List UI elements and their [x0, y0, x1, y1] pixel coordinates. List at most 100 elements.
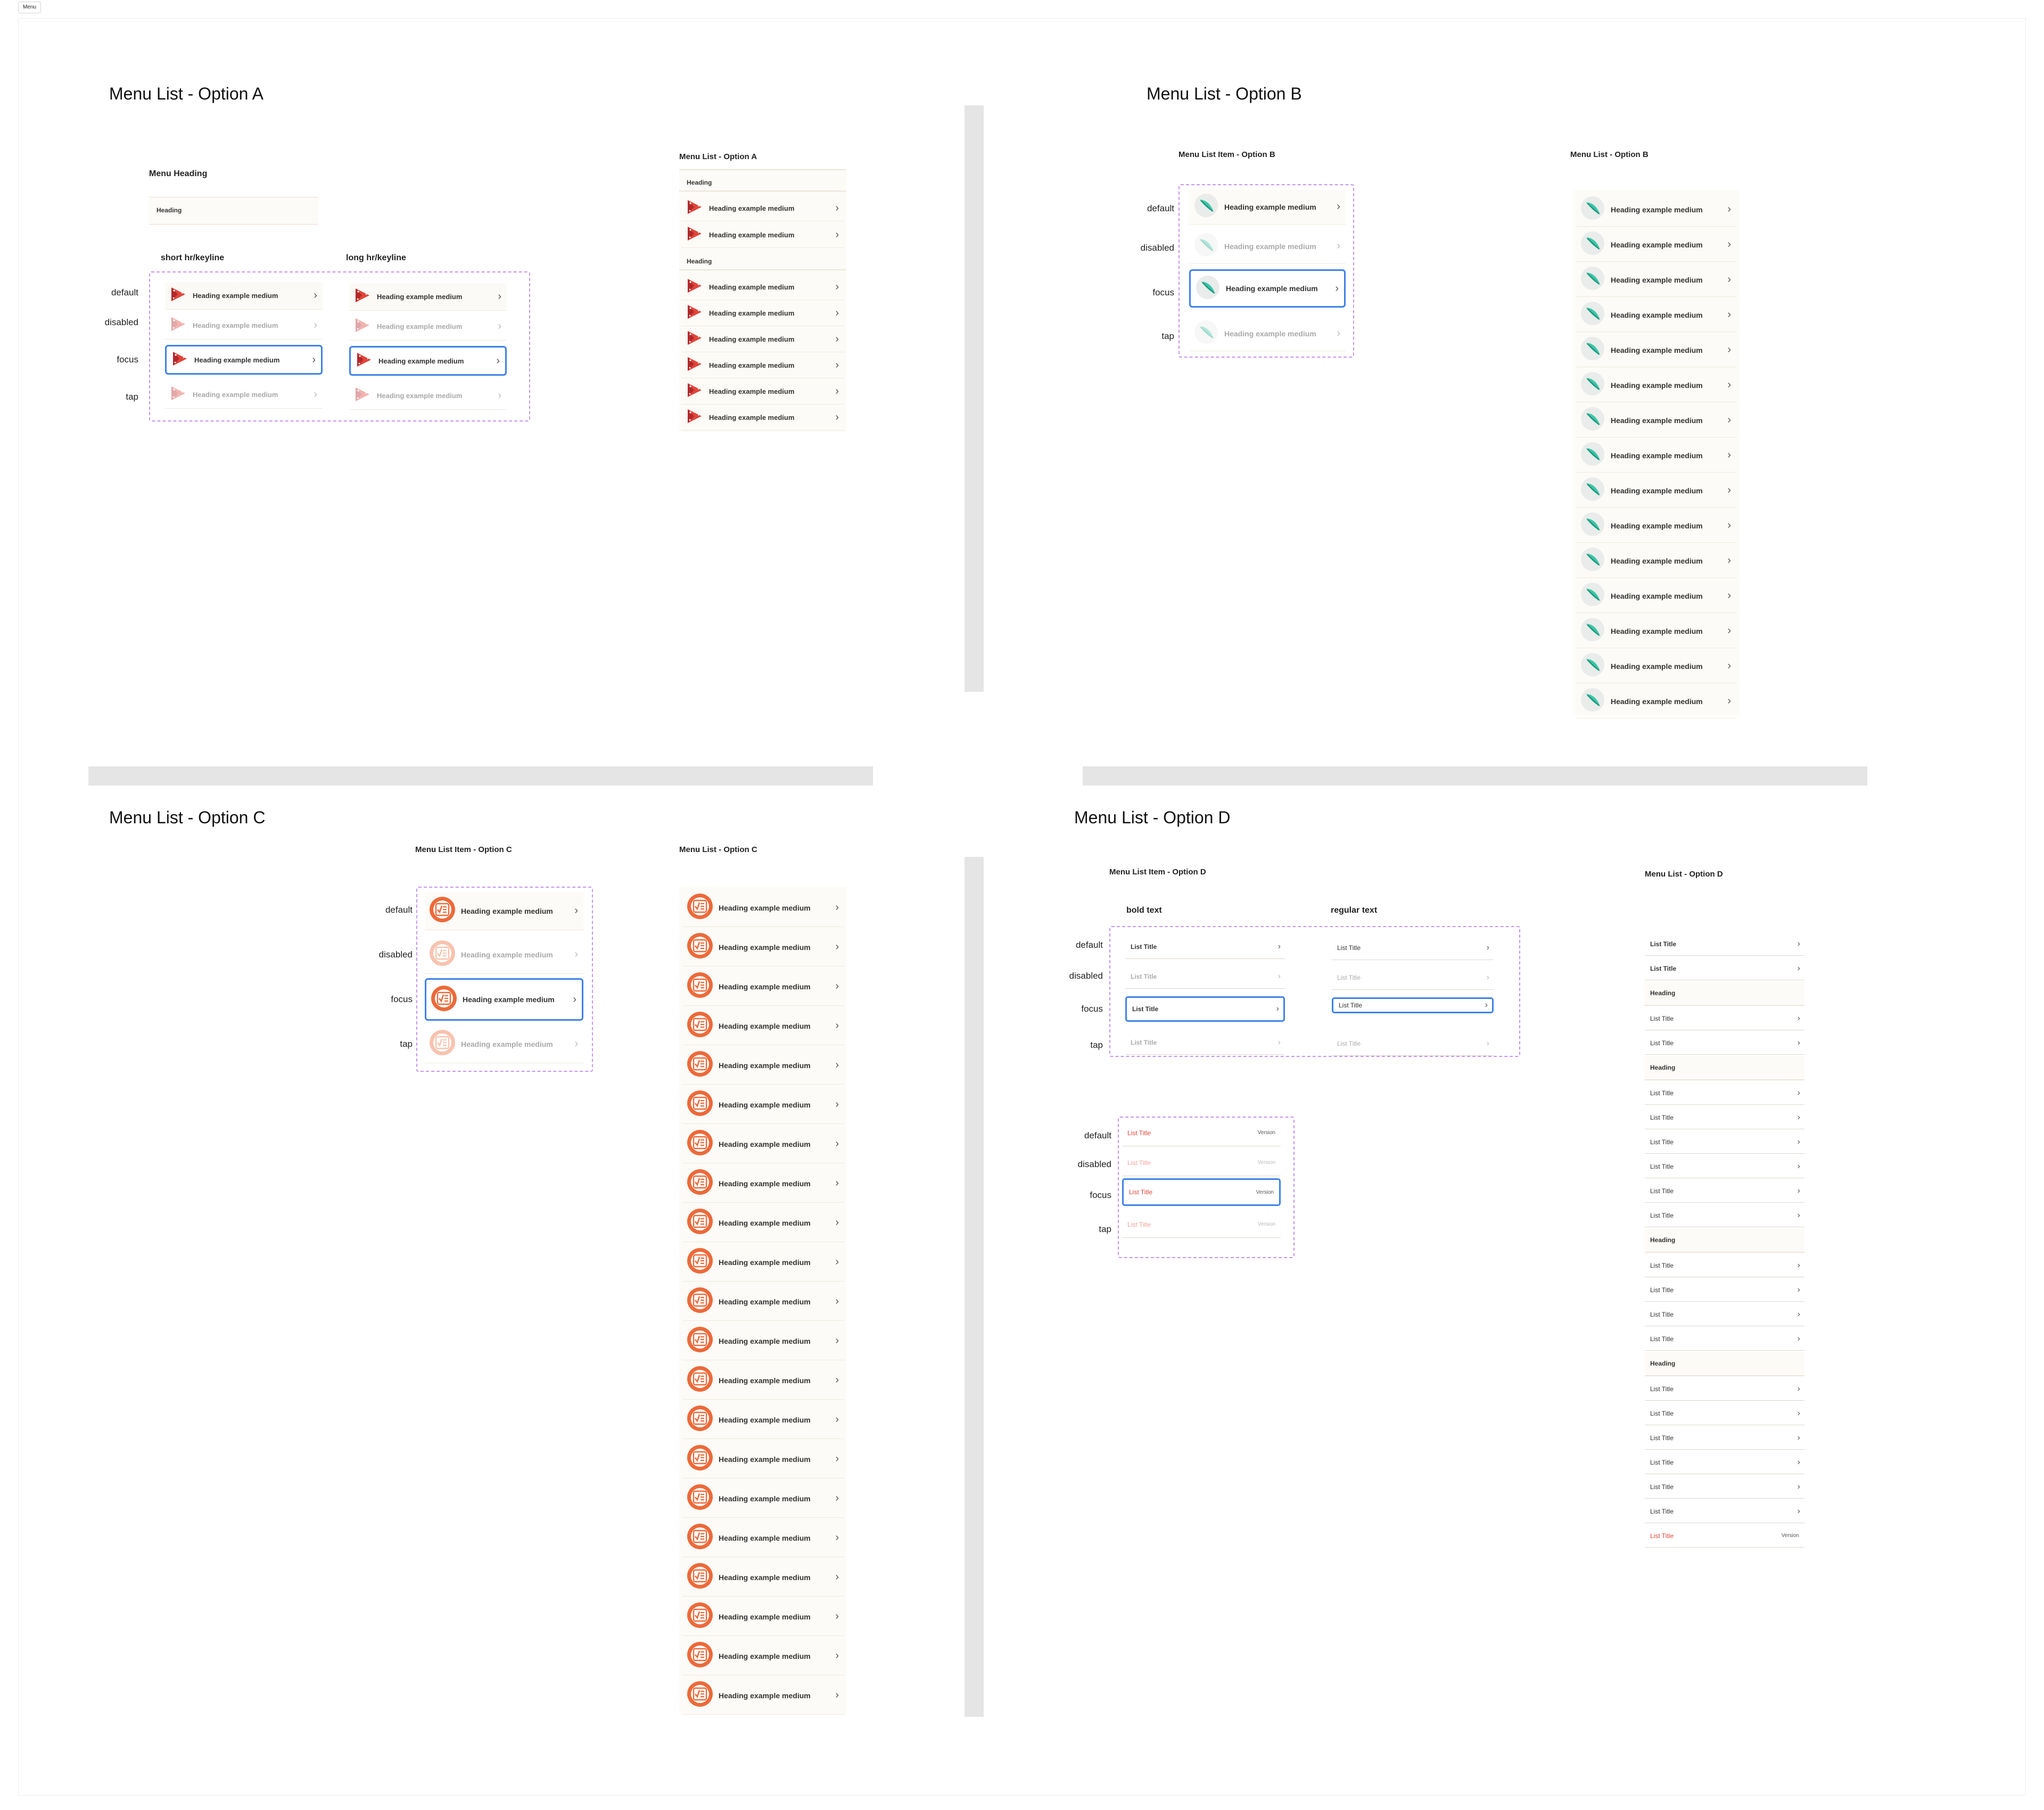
option-d-list-item[interactable]: List Title › [1645, 1451, 1804, 1474]
option-c-list-item[interactable]: Heading example medium › [682, 1125, 844, 1163]
option-b-list-item[interactable]: Heading example medium › [1576, 403, 1736, 437]
option-d-list-item[interactable]: List Title › [1645, 1106, 1804, 1129]
option-b-list-item[interactable]: Heading example medium › [1576, 544, 1736, 578]
option-b-list-item[interactable]: Heading example medium › [1576, 684, 1736, 718]
option-a-short-item-focus[interactable]: Heading example medium › [165, 345, 323, 375]
option-d-version-item-tap[interactable]: List Title Version [1122, 1211, 1281, 1238]
list-heading: Heading [687, 258, 712, 265]
option-c-list-item[interactable]: Heading example medium › [682, 1637, 844, 1675]
option-b-list-item[interactable]: Heading example medium › [1576, 298, 1736, 332]
option-d-regular-item-tap[interactable]: List Title › [1332, 1031, 1494, 1056]
option-d-version-item-focus[interactable]: List Title Version [1122, 1178, 1281, 1206]
option-b-item-default[interactable]: Heading example medium › [1189, 189, 1346, 225]
option-d-list-item[interactable]: List Title › [1645, 1402, 1804, 1425]
option-b-list-item[interactable]: Heading example medium › [1576, 263, 1736, 297]
option-c-list-item[interactable]: Heading example medium › [682, 889, 844, 927]
option-a-list-item[interactable]: Heading example medium › [681, 327, 844, 352]
option-d-list-item[interactable]: List Title › [1645, 1155, 1804, 1178]
item-label: Heading example medium [1611, 662, 1703, 671]
option-d-list-item[interactable]: List Title › [1645, 1204, 1804, 1227]
option-c-list-item[interactable]: Heading example medium › [682, 1243, 844, 1282]
option-a-short-item-default[interactable]: Heading example medium › [165, 282, 323, 310]
option-d-list-item[interactable]: List Title › [1645, 1303, 1804, 1326]
option-d-list-item[interactable]: List Title › [1645, 1377, 1804, 1401]
option-c-item-focus[interactable]: Heading example medium › [425, 978, 583, 1021]
option-c-list-item[interactable]: Heading example medium › [682, 1558, 844, 1597]
option-d-list-item[interactable]: List Title › [1645, 1500, 1804, 1523]
option-c-item-tap[interactable]: Heading example medium › [425, 1025, 583, 1063]
option-d-bold-item-focus[interactable]: List Title › [1125, 996, 1285, 1022]
option-d-list-item[interactable]: List Title › [1645, 1031, 1804, 1055]
option-c-list-item[interactable]: Heading example medium › [682, 1401, 844, 1439]
option-c-list-item[interactable]: Heading example medium › [682, 1204, 844, 1242]
option-b-list-item[interactable]: Heading example medium › [1576, 333, 1736, 367]
option-d-regular-item-default[interactable]: List Title › [1332, 936, 1494, 960]
option-c-list-item[interactable]: Heading example medium › [682, 1480, 844, 1518]
option-d-bold-item-default[interactable]: List Title › [1125, 935, 1285, 959]
state-label-disabled: disabled [104, 317, 138, 327]
chevron-right-icon: › [314, 290, 317, 301]
option-c-list-item[interactable]: Heading example medium › [682, 1676, 844, 1715]
option-c-list-item[interactable]: Heading example medium › [682, 1361, 844, 1400]
option-c-list-item[interactable]: Heading example medium › [682, 1046, 844, 1085]
chevron-right-icon: › [1727, 414, 1731, 426]
option-b-list-item[interactable]: Heading example medium › [1576, 193, 1736, 227]
option-a-long-item-default[interactable]: Heading example medium › [349, 283, 507, 311]
option-b-list-item[interactable]: Heading example medium › [1576, 228, 1736, 262]
option-d-list-item[interactable]: List Title › [1645, 1475, 1804, 1499]
option-d-regular-item-focus[interactable]: List Title › [1332, 997, 1494, 1013]
option-b-list-item[interactable]: Heading example medium › [1576, 368, 1736, 402]
item-label: Heading example medium [719, 1061, 811, 1070]
list-title-label: List Title [1650, 1261, 1674, 1269]
option-d-list-item[interactable]: List Title › [1645, 1130, 1804, 1154]
option-c-list-item[interactable]: Heading example medium › [682, 1086, 844, 1124]
option-c-list-item[interactable]: Heading example medium › [682, 1322, 844, 1360]
option-c-list-item[interactable]: Heading example medium › [682, 928, 844, 966]
option-a-list-item[interactable]: Heading example medium › [681, 353, 844, 378]
list-title-label: List Title [1337, 1039, 1361, 1047]
option-b-list-item[interactable]: Heading example medium › [1576, 579, 1736, 613]
option-d-list-item[interactable]: List Title › [1645, 1254, 1804, 1277]
option-a-list-item[interactable]: Heading example medium › [681, 405, 844, 431]
option-c-list-item[interactable]: Heading example medium › [682, 1598, 844, 1636]
option-d-list-item[interactable]: List Title › [1645, 1327, 1804, 1351]
option-b-list-item[interactable]: Heading example medium › [1576, 614, 1736, 648]
item-label: Heading example medium [461, 906, 553, 915]
chevron-right-icon: › [835, 1532, 839, 1543]
option-a-long-item-tap[interactable]: Heading example medium › [349, 382, 507, 410]
option-c-list-item[interactable]: Heading example medium › [682, 1519, 844, 1557]
option-d-list-item[interactable]: List Title › [1645, 932, 1804, 956]
option-a-list-item[interactable]: Heading example medium › [681, 275, 844, 300]
option-d-list-version-item[interactable]: List Title Version [1645, 1524, 1804, 1548]
option-b-list-item[interactable]: Heading example medium › [1576, 649, 1736, 683]
item-label: Heading example medium [193, 292, 278, 300]
option-a-short-item-tap[interactable]: Heading example medium › [165, 381, 323, 409]
option-c-list-item[interactable]: Heading example medium › [682, 1440, 844, 1478]
option-d-list-item[interactable]: List Title › [1645, 1278, 1804, 1302]
option-d-list-item[interactable]: List Title › [1645, 1081, 1804, 1105]
item-label: Heading example medium [719, 1494, 811, 1503]
option-a-list-item[interactable]: Heading example medium › [681, 301, 844, 326]
option-d-list-item[interactable]: List Title › [1645, 1179, 1804, 1203]
list-title-label: List Title [1650, 1409, 1674, 1417]
option-b-variants-frame [1178, 184, 1354, 358]
option-b-list-item[interactable]: Heading example medium › [1576, 509, 1736, 543]
option-c-list-item[interactable]: Heading example medium › [682, 1007, 844, 1045]
option-a-list-item[interactable]: Heading example medium › [681, 379, 844, 404]
option-b-item-tap[interactable]: Heading example medium › [1189, 316, 1346, 351]
option-a-long-item-focus[interactable]: Heading example medium › [349, 346, 507, 376]
option-b-list-item[interactable]: Heading example medium › [1576, 474, 1736, 508]
option-d-list-item[interactable]: List Title › [1645, 957, 1804, 980]
option-c-list-item[interactable]: Heading example medium › [682, 1164, 844, 1203]
option-d-list-item[interactable]: List Title › [1645, 1426, 1804, 1450]
option-c-list-item[interactable]: Heading example medium › [682, 1283, 844, 1321]
option-b-item-focus[interactable]: Heading example medium › [1189, 269, 1346, 308]
option-c-item-default[interactable]: Heading example medium › [425, 892, 583, 930]
option-c-list-item[interactable]: Heading example medium › [682, 968, 844, 1006]
option-d-bold-item-tap[interactable]: List Title › [1125, 1030, 1285, 1055]
option-d-version-item-default[interactable]: List Title Version [1122, 1120, 1281, 1146]
option-a-list-item[interactable]: Heading example medium › [681, 222, 844, 248]
option-b-list-item[interactable]: Heading example medium › [1576, 439, 1736, 473]
option-a-list-item[interactable]: Heading example medium › [681, 196, 844, 221]
option-d-list-item[interactable]: List Title › [1645, 1007, 1804, 1030]
